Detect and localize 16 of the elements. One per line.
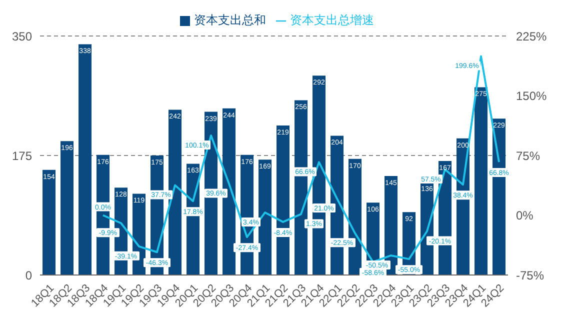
bar xyxy=(42,170,56,275)
y-tick-label: 175 xyxy=(12,148,32,163)
y2-tick-label: 75% xyxy=(516,148,540,163)
bar xyxy=(168,110,182,275)
bar xyxy=(78,44,92,275)
bar xyxy=(60,141,74,275)
bar xyxy=(474,87,488,275)
y2-tick-label: -75% xyxy=(516,268,544,282)
y-tick-label: 0 xyxy=(25,268,32,282)
legend-label: 资本支出总增速 xyxy=(290,13,374,27)
y-tick-label: 350 xyxy=(12,29,32,44)
bar xyxy=(258,160,272,275)
legend-label: 资本支出总和 xyxy=(194,13,266,27)
y2-tick-label: 150% xyxy=(516,89,548,104)
y2-tick-label: 0% xyxy=(516,208,534,223)
y2-tick-label: 225% xyxy=(516,29,548,44)
